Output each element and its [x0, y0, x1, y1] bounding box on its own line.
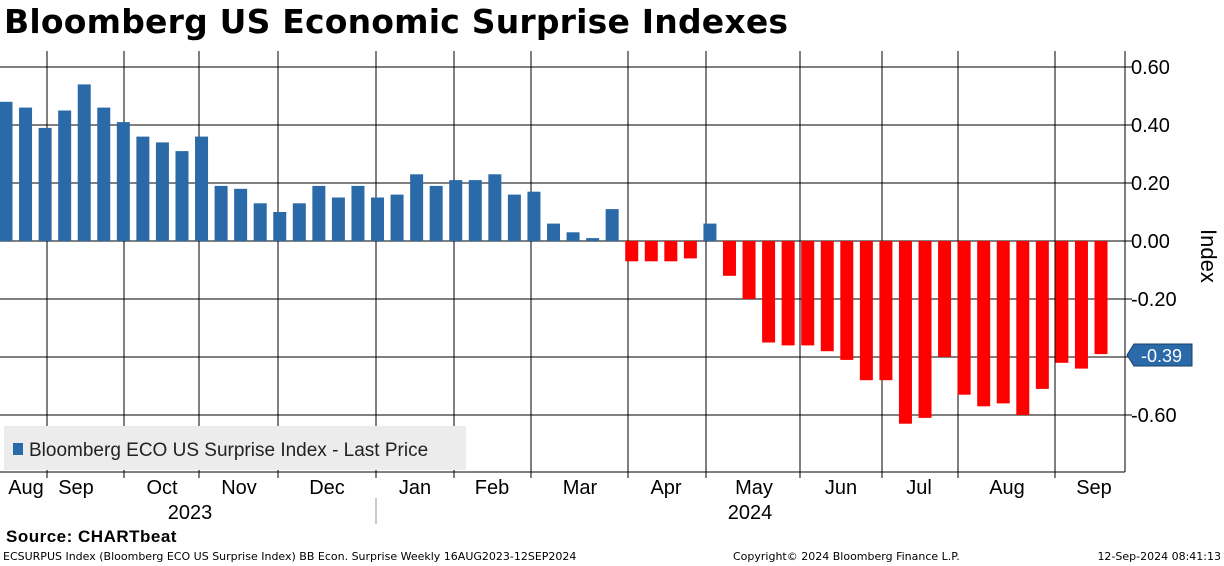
x-tick-label: Jul	[906, 477, 932, 499]
bar	[155, 142, 169, 241]
bar-series	[0, 84, 1108, 424]
bar	[273, 212, 287, 241]
bar	[371, 197, 385, 241]
footer-timestamp: 12-Sep-2024 08:41:13	[1097, 550, 1221, 563]
bar	[1016, 241, 1030, 415]
x-tick-label: Sep	[58, 477, 94, 499]
bar	[527, 191, 541, 241]
bar	[742, 241, 756, 299]
x-tick-label: Mar	[563, 477, 598, 499]
bar	[175, 151, 189, 241]
grid-lines	[0, 51, 1125, 472]
bar	[195, 136, 209, 241]
bar	[918, 241, 932, 418]
bar	[683, 241, 697, 259]
bar	[58, 110, 72, 241]
bar	[214, 185, 228, 241]
last-value-marker: -0.39	[1126, 343, 1193, 367]
bar	[97, 107, 111, 241]
bar	[0, 101, 13, 241]
bar	[331, 197, 345, 241]
bar	[234, 188, 248, 241]
axis-labels: 0.60 0.40 0.20 0.00 -0.20 -0.60 Aug Sep Oct Nov De…	[8, 57, 1176, 524]
x-tick-label: Nov	[221, 477, 257, 499]
y-tick-label: -0.20	[1131, 289, 1177, 311]
bar	[77, 84, 91, 242]
bar	[547, 223, 560, 241]
bar	[762, 241, 776, 343]
legend-box	[4, 426, 466, 470]
bar	[312, 185, 326, 241]
bar	[820, 241, 834, 352]
bar	[879, 241, 893, 381]
chart-title: Bloomberg US Economic Surprise Indexes	[4, 2, 789, 41]
x-tick-label: Jan	[399, 477, 431, 499]
y-tick-label: 0.60	[1131, 57, 1170, 79]
x-tick-label: May	[735, 477, 773, 499]
bar	[566, 232, 580, 241]
y-tick-label: -0.60	[1131, 405, 1177, 427]
year-label: 2024	[728, 502, 773, 524]
bar	[507, 194, 521, 241]
bar	[840, 241, 854, 360]
bar	[253, 203, 267, 241]
bar	[1055, 241, 1069, 363]
bar	[996, 241, 1010, 404]
source-note: Source: CHARTbeat	[6, 527, 177, 546]
bar	[703, 223, 717, 241]
bar	[449, 180, 463, 241]
x-tick-label: Sep	[1076, 477, 1112, 499]
bar	[468, 180, 482, 241]
bar	[38, 127, 52, 241]
bar	[429, 185, 443, 241]
footer-copyright: Copyright© 2024 Bloomberg Finance L.P.	[733, 550, 960, 563]
bar	[1094, 241, 1108, 355]
bar	[1035, 241, 1049, 389]
bar	[1074, 241, 1088, 369]
y-tick-label: 0.00	[1131, 231, 1170, 253]
x-tick-label: Jun	[825, 477, 857, 499]
y-axis-title: Index	[1196, 229, 1221, 283]
bar	[898, 241, 912, 424]
bar	[781, 241, 795, 346]
y-tick-label: 0.20	[1131, 173, 1170, 195]
bar	[859, 241, 873, 381]
bar	[19, 107, 33, 241]
bar	[136, 136, 150, 241]
last-value-box	[1126, 343, 1193, 367]
bar	[488, 174, 502, 241]
x-tick-label: Apr	[650, 477, 681, 499]
bar	[977, 241, 991, 407]
x-tick-label: Oct	[146, 477, 178, 499]
bar	[586, 238, 600, 241]
x-tick-label: Aug	[989, 477, 1025, 499]
x-tick-label: Dec	[309, 477, 345, 499]
footer-ticker: ECSURPUS Index (Bloomberg ECO US Surpris…	[3, 550, 577, 563]
bar	[938, 241, 952, 357]
last-value-label: -0.39	[1141, 346, 1182, 366]
bar	[390, 194, 404, 241]
bar	[801, 241, 815, 346]
legend-swatch	[13, 443, 23, 455]
bar	[605, 209, 619, 241]
bar	[957, 241, 971, 395]
legend-label: Bloomberg ECO US Surprise Index - Last P…	[29, 440, 428, 461]
x-tick-label: Aug	[8, 477, 44, 499]
bar	[292, 203, 306, 241]
bar	[664, 241, 678, 262]
bar	[644, 241, 658, 262]
bar	[625, 241, 639, 262]
bar	[116, 122, 130, 241]
legend: Bloomberg ECO US Surprise Index - Last P…	[4, 426, 466, 470]
bar	[410, 174, 424, 241]
bar	[351, 185, 365, 241]
year-label: 2023	[168, 502, 213, 524]
x-tick-label: Feb	[475, 477, 509, 499]
y-tick-label: 0.40	[1131, 115, 1170, 137]
bar	[722, 241, 736, 276]
axes	[0, 51, 1132, 524]
